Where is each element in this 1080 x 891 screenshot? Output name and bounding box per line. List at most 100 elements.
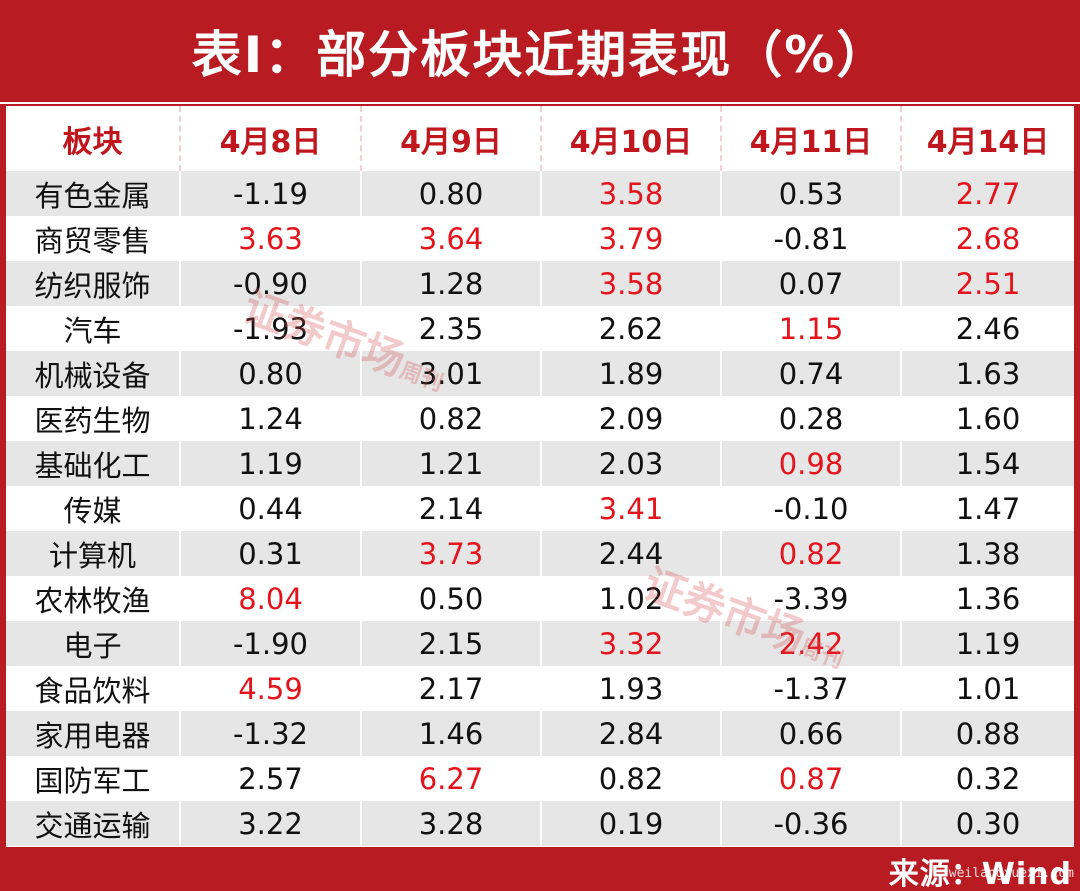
value-cell: 1.54 [901, 441, 1074, 486]
sector-name-cell: 传媒 [6, 486, 181, 531]
table-row: 基础化工 1.19 1.21 2.03 0.98 1.54 [6, 441, 1074, 486]
value-cell: 1.46 [361, 711, 542, 756]
value-cell: 1.47 [901, 486, 1074, 531]
sector-name-cell: 计算机 [6, 531, 181, 576]
value-cell: -1.37 [721, 666, 902, 711]
value-cell: 2.84 [541, 711, 722, 756]
value-cell: 3.73 [361, 531, 542, 576]
table-row: 商贸零售 3.63 3.64 3.79 -0.81 2.68 [6, 216, 1074, 261]
value-cell: 3.41 [541, 486, 722, 531]
table-row: 医药生物 1.24 0.82 2.09 0.28 1.60 [6, 396, 1074, 441]
table-row: 交通运输 3.22 3.28 0.19 -0.36 0.30 [6, 801, 1074, 846]
table-container: 板块 4月8日 4月9日 4月10日 4月11日 4月14日 有色金属 -1.19… [6, 106, 1074, 847]
table-row: 食品饮料 4.59 2.17 1.93 -1.37 1.01 [6, 666, 1074, 711]
value-cell: 0.88 [901, 711, 1074, 756]
site-watermark: weilangxuexi.com [948, 866, 1074, 881]
value-cell: 0.07 [721, 261, 902, 306]
value-cell: 1.28 [361, 261, 542, 306]
value-cell: 8.04 [180, 576, 362, 621]
source-label: 来源：Wind [888, 857, 1072, 891]
value-cell: -1.93 [180, 306, 362, 351]
value-cell: 0.32 [901, 756, 1074, 801]
footer-bar [0, 847, 1080, 891]
table-row: 国防军工 2.57 6.27 0.82 0.87 0.32 [6, 756, 1074, 801]
value-cell: 1.02 [541, 576, 722, 621]
value-cell: 0.82 [541, 756, 722, 801]
value-cell: 2.44 [541, 531, 722, 576]
value-cell: -0.90 [180, 261, 362, 306]
value-cell: 2.57 [180, 756, 362, 801]
sector-name-cell: 有色金属 [6, 171, 181, 216]
value-cell: 0.82 [361, 396, 542, 441]
value-cell: 1.36 [901, 576, 1074, 621]
value-cell: 1.19 [180, 441, 362, 486]
table-row: 汽车 -1.93 2.35 2.62 1.15 2.46 [6, 306, 1074, 351]
value-cell: -1.19 [180, 171, 362, 216]
sector-performance-table: 板块 4月8日 4月9日 4月10日 4月11日 4月14日 有色金属 -1.19… [6, 106, 1074, 846]
table-row: 电子 -1.90 2.15 3.32 2.42 1.19 [6, 621, 1074, 666]
value-cell: 3.58 [541, 171, 722, 216]
value-cell: 3.28 [361, 801, 542, 846]
value-cell: 0.98 [721, 441, 902, 486]
table-row: 有色金属 -1.19 0.80 3.58 0.53 2.77 [6, 171, 1074, 216]
value-cell: 0.53 [721, 171, 902, 216]
value-cell: 0.50 [361, 576, 542, 621]
value-cell: 1.89 [541, 351, 722, 396]
value-cell: 1.21 [361, 441, 542, 486]
value-cell: 0.19 [541, 801, 722, 846]
sector-name-cell: 国防军工 [6, 756, 181, 801]
value-cell: 2.46 [901, 306, 1074, 351]
column-header-sector: 板块 [6, 106, 181, 171]
sector-name-cell: 基础化工 [6, 441, 181, 486]
value-cell: 3.58 [541, 261, 722, 306]
table-row: 计算机 0.31 3.73 2.44 0.82 1.38 [6, 531, 1074, 576]
column-header-date: 4月8日 [180, 106, 362, 171]
value-cell: -1.90 [180, 621, 362, 666]
table-title: 表I：部分板块近期表现（%） [0, 0, 1080, 104]
value-cell: 2.15 [361, 621, 542, 666]
value-cell: 2.51 [901, 261, 1074, 306]
sector-name-cell: 家用电器 [6, 711, 181, 756]
value-cell: 3.79 [541, 216, 722, 261]
value-cell: 6.27 [361, 756, 542, 801]
table-row: 纺织服饰 -0.90 1.28 3.58 0.07 2.51 [6, 261, 1074, 306]
value-cell: 3.01 [361, 351, 542, 396]
sector-name-cell: 机械设备 [6, 351, 181, 396]
value-cell: -0.81 [721, 216, 902, 261]
value-cell: 2.35 [361, 306, 542, 351]
value-cell: 2.77 [901, 171, 1074, 216]
value-cell: 1.63 [901, 351, 1074, 396]
header-row: 板块 4月8日 4月9日 4月10日 4月11日 4月14日 [6, 106, 1074, 171]
value-cell: -3.39 [721, 576, 902, 621]
value-cell: 0.80 [361, 171, 542, 216]
value-cell: 1.19 [901, 621, 1074, 666]
value-cell: 2.42 [721, 621, 902, 666]
sector-name-cell: 汽车 [6, 306, 181, 351]
column-header-date: 4月14日 [901, 106, 1074, 171]
value-cell: 1.60 [901, 396, 1074, 441]
column-header-date: 4月10日 [541, 106, 722, 171]
table-row: 传媒 0.44 2.14 3.41 -0.10 1.47 [6, 486, 1074, 531]
value-cell: 1.93 [541, 666, 722, 711]
value-cell: -1.32 [180, 711, 362, 756]
value-cell: 0.30 [901, 801, 1074, 846]
sector-name-cell: 电子 [6, 621, 181, 666]
table-row: 机械设备 0.80 3.01 1.89 0.74 1.63 [6, 351, 1074, 396]
value-cell: 0.44 [180, 486, 362, 531]
value-cell: 2.14 [361, 486, 542, 531]
value-cell: -0.36 [721, 801, 902, 846]
value-cell: 0.31 [180, 531, 362, 576]
column-header-date: 4月11日 [721, 106, 902, 171]
table-body: 有色金属 -1.19 0.80 3.58 0.53 2.77 商贸零售 3.63 3.64 3.7… [6, 171, 1074, 846]
column-header-date: 4月9日 [361, 106, 542, 171]
value-cell: 3.63 [180, 216, 362, 261]
value-cell: 0.66 [721, 711, 902, 756]
value-cell: 2.09 [541, 396, 722, 441]
value-cell: 2.03 [541, 441, 722, 486]
value-cell: -0.10 [721, 486, 902, 531]
value-cell: 0.74 [721, 351, 902, 396]
sector-name-cell: 纺织服饰 [6, 261, 181, 306]
value-cell: 0.80 [180, 351, 362, 396]
value-cell: 2.62 [541, 306, 722, 351]
